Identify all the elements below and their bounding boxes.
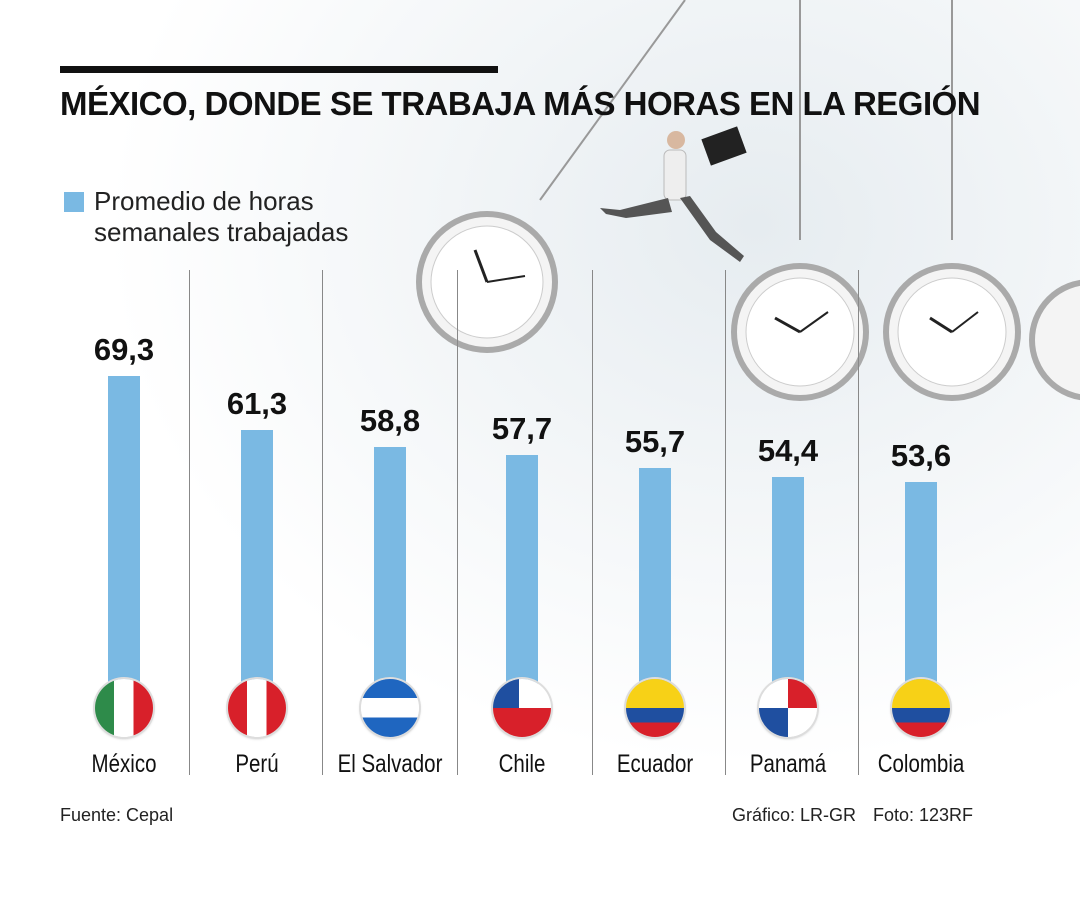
value-label: 61,3 [226, 386, 288, 422]
running-businessman-icon [600, 126, 747, 262]
clock-icon [1029, 279, 1080, 401]
flag-panama-icon [759, 679, 817, 737]
legend-label: Promedio de horas semanales trabajadas [94, 186, 349, 247]
column-divider [725, 270, 726, 775]
bar-ecuador [639, 468, 671, 700]
category-label: Perú [235, 750, 279, 778]
value-label: 53,6 [890, 438, 952, 474]
source-note: Fuente: Cepal [60, 805, 174, 825]
title-rule [60, 66, 498, 73]
legend-swatch [64, 192, 84, 212]
value-label: 69,3 [93, 332, 155, 368]
graphic-credit: Gráfico: LR-GR [732, 805, 857, 825]
column-divider [457, 270, 458, 775]
bar-chile [506, 454, 538, 700]
photo-credit: Foto: 123RF [873, 805, 974, 825]
value-label: 57,7 [491, 410, 553, 446]
category-label: Panamá [749, 750, 827, 778]
bar-colombia [905, 482, 937, 700]
legend: Promedio de horas semanales trabajadas [64, 186, 394, 248]
column-divider [189, 270, 190, 775]
bar-peru [241, 430, 273, 700]
category-label: México [91, 750, 157, 778]
value-label: 58,8 [359, 403, 421, 439]
flag-chile-icon [493, 679, 551, 737]
clock-icon [883, 263, 1021, 401]
column-divider [858, 270, 859, 775]
column-divider [592, 270, 593, 775]
flag-mexico-icon [95, 679, 153, 737]
flag-ecuador-icon [626, 679, 684, 737]
bar-mexico [108, 376, 140, 700]
clock-icon [416, 211, 558, 353]
category-label: Ecuador [616, 750, 694, 778]
value-label: 55,7 [624, 424, 686, 460]
flag-colombia-icon [892, 679, 950, 737]
flag-peru-icon [228, 679, 286, 737]
bar-panama [772, 476, 804, 700]
bar-el-salvador [374, 447, 406, 700]
category-label: Chile [498, 750, 546, 778]
category-label: El Salvador [337, 750, 443, 778]
chart-title: MÉXICO, DONDE SE TRABAJA MÁS HORAS EN LA… [60, 85, 981, 122]
clock-icon [731, 263, 869, 401]
category-label: Colombia [877, 750, 965, 778]
flag-el-salvador-icon [361, 679, 419, 737]
value-label: 54,4 [757, 432, 819, 468]
column-divider [322, 270, 323, 775]
